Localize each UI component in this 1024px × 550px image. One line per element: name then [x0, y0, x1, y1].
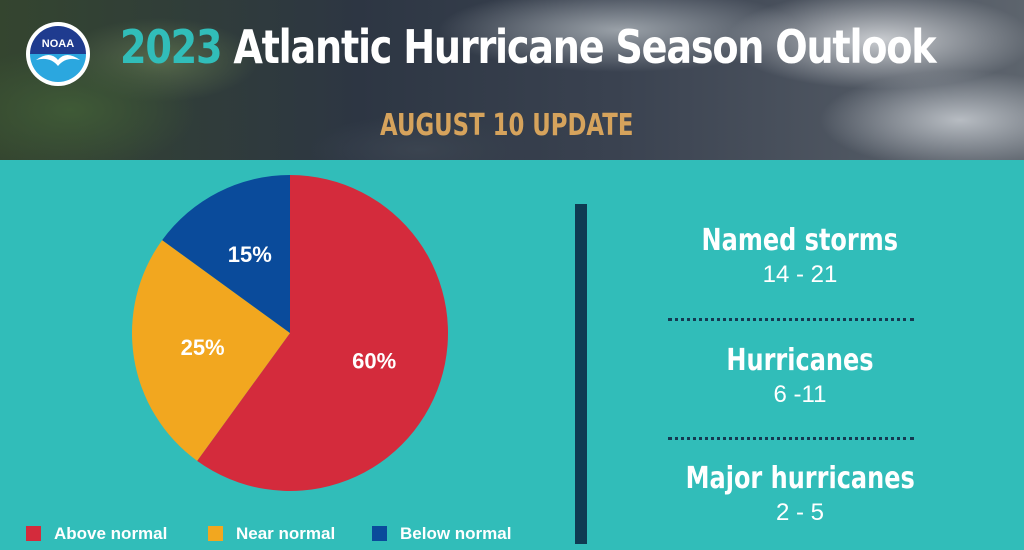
stat-label-hurricanes: Hurricanes	[726, 343, 874, 378]
pie-label-above-normal: 60%	[352, 348, 396, 373]
legend-label-above-normal: Above normal	[54, 524, 168, 543]
noaa-logo-text: NOAA	[41, 38, 75, 50]
title-year: 2023	[120, 20, 223, 74]
stat-value-major-hurricanes: 2 - 5	[775, 499, 825, 526]
legend-item-above-normal: Above normal	[26, 524, 196, 548]
pie-slice-above-normal	[197, 175, 448, 491]
dotted-separator	[668, 437, 914, 440]
stat-hurricanes: Hurricanes 6 -11	[600, 342, 1000, 410]
stat-major-hurricanes: Major hurricanes 2 - 5	[600, 460, 1000, 528]
pie-chart-svg: 60% 25% 15%	[131, 175, 448, 491]
page-title: 2023 Atlantic Hurricane Season Outlook	[120, 14, 937, 80]
seagull-icon	[36, 55, 80, 66]
vertical-divider	[575, 204, 587, 544]
pie-slice-near-normal	[131, 240, 290, 461]
outlook-pie-chart: 60% 25% 15%	[0, 160, 560, 538]
legend-item-near-normal: Near normal	[208, 524, 378, 548]
dotted-separator	[668, 318, 914, 321]
legend-label-below-normal: Below normal	[400, 524, 512, 543]
title-text: Atlantic Hurricane Season Outlook	[233, 20, 936, 74]
chart-legend: Above normal Near normal Below normal	[0, 520, 560, 550]
noaa-logo: NOAA	[26, 22, 90, 86]
legend-swatch-below-normal	[372, 526, 387, 541]
stat-value-named-storms: 14 - 21	[762, 261, 838, 288]
legend-swatch-near-normal	[208, 526, 223, 541]
stat-label-major-hurricanes: Major hurricanes	[685, 461, 915, 496]
stat-value-hurricanes: 6 -11	[773, 381, 827, 408]
update-subtitle: AUGUST 10 UPDATE	[380, 108, 634, 143]
stat-label-named-storms: Named storms	[701, 223, 899, 258]
legend-item-below-normal: Below normal	[372, 524, 552, 548]
stat-named-storms: Named storms 14 - 21	[600, 222, 1000, 290]
legend-swatch-above-normal	[26, 526, 41, 541]
satellite-header: NOAA 2023 Atlantic Hurricane Season Outl…	[0, 0, 1024, 160]
pie-slice-below-normal	[162, 175, 290, 333]
legend-label-near-normal: Near normal	[236, 524, 336, 543]
noaa-logo-emblem: NOAA	[30, 26, 86, 82]
pie-label-below-normal: 15%	[228, 242, 272, 267]
pie-label-near-normal: 25%	[181, 335, 225, 360]
